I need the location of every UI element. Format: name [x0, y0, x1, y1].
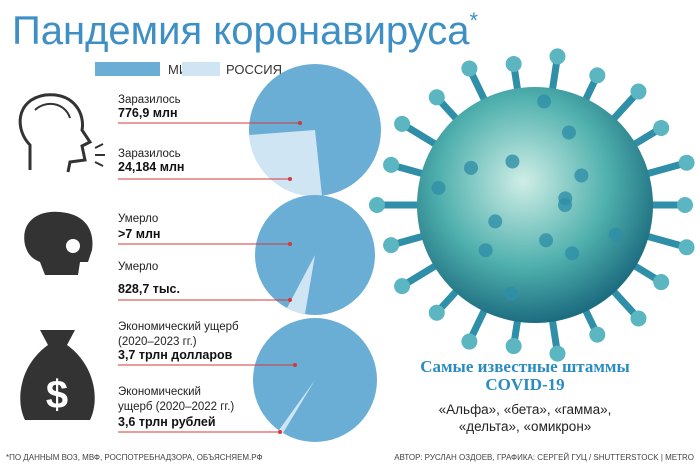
row-value: 828,7 тыс.: [118, 282, 180, 296]
row-label: Умерло: [118, 261, 158, 273]
spike-tip: [505, 338, 522, 355]
row-value: 776,9 млн: [118, 106, 178, 120]
strains-list: «дельта», «омикрон»: [459, 419, 592, 434]
spike-tip: [461, 60, 478, 77]
spike-tip: [394, 278, 411, 295]
pointer-dot: [298, 121, 302, 125]
spike-tip: [383, 237, 400, 254]
virus-bump: [565, 246, 580, 261]
row-label: Экономический ущерб: [118, 321, 239, 333]
legend-label: РОССИЯ: [226, 62, 282, 77]
row-label: Экономический: [118, 386, 201, 398]
virus-bump: [608, 227, 623, 242]
virus-bump: [478, 243, 493, 258]
head-icon: [18, 93, 105, 173]
spike-tip: [589, 326, 606, 343]
pie-slice: [287, 255, 315, 314]
legend-swatch: [95, 62, 160, 76]
spike-tip: [630, 310, 647, 327]
virus-bump: [488, 214, 503, 229]
row-label: Заразилось: [118, 148, 181, 160]
row-label: (2020–2023 гг.): [118, 336, 197, 348]
spike-tip: [589, 67, 606, 84]
strains-title: Самые известные штаммы: [420, 357, 630, 376]
spike-tip: [549, 345, 566, 362]
pointer-dot: [288, 242, 292, 246]
spike-tip: [549, 48, 566, 65]
strains-title: COVID-19: [485, 375, 564, 394]
pointer-dot: [278, 430, 282, 434]
pointer-dot: [288, 177, 292, 181]
svg-text:$: $: [46, 373, 68, 417]
pointer-dot: [293, 363, 297, 367]
virus-bump: [537, 94, 552, 109]
spike-tip: [369, 197, 385, 213]
spike-tip: [653, 119, 670, 136]
spike-tip: [677, 197, 693, 213]
virus-bump: [539, 233, 554, 248]
spike-tip: [428, 89, 445, 106]
row-label: Заразилось: [118, 94, 181, 106]
spike-tip: [383, 156, 400, 173]
row-value: 3,7 трлн долларов: [118, 348, 233, 362]
virus-bump: [504, 286, 519, 301]
row-value: >7 млн: [118, 227, 160, 241]
spike-tip: [428, 304, 445, 321]
strains-list: «Альфа», «бета», «гамма»,: [439, 402, 612, 417]
virus-bump: [463, 160, 478, 175]
spike-tip: [678, 154, 695, 171]
pointer-dot: [288, 298, 292, 302]
spike-tip: [461, 333, 478, 350]
row-label: ущерб (2020–2022 гг.): [118, 401, 234, 413]
footer-source: *ПО ДАННЫМ ВОЗ, МВФ, РОСПОТРЕБНАДЗОРА, О…: [6, 453, 263, 462]
legend-swatch: [182, 62, 220, 76]
money-bag-icon: $: [20, 330, 95, 420]
virus-illustration: [369, 48, 695, 362]
virus-bump: [505, 154, 520, 169]
pie-slice: [279, 380, 315, 433]
virus-body: [417, 87, 653, 323]
spike-tip: [678, 239, 695, 256]
pie-slice: [249, 130, 322, 197]
virus-bump: [574, 168, 589, 183]
title: Пандемия коронавируса*: [12, 8, 479, 53]
spike-tip: [630, 83, 647, 100]
spike-tip: [505, 55, 522, 72]
row-value: 3,6 трлн рублей: [118, 415, 216, 429]
row-value: 24,184 млн: [118, 160, 184, 174]
row-label: Умерло: [118, 213, 158, 225]
virus-bump: [558, 191, 573, 206]
spike-tip: [653, 274, 670, 291]
footer-credits: АВТОР: РУСЛАН ОЗДОЕВ, ГРАФИКА: СЕРГЕЙ ГУ…: [394, 453, 694, 462]
skull-icon: [24, 211, 93, 275]
spike-tip: [394, 115, 411, 132]
virus-bump: [561, 125, 576, 140]
virus-bump: [431, 180, 446, 195]
